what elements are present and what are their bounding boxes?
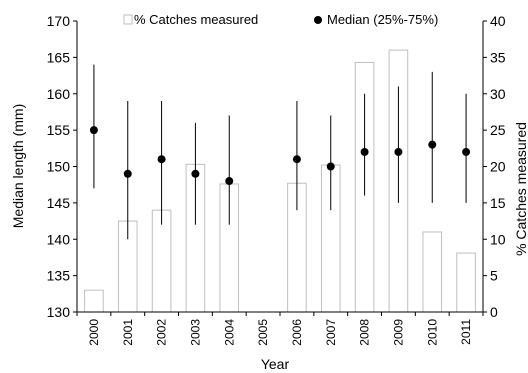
median-point xyxy=(394,147,403,156)
x-tick-label: 2001 xyxy=(121,319,135,346)
bar xyxy=(456,252,476,313)
median-point xyxy=(292,155,301,164)
y-left-tick-label: 170 xyxy=(47,13,71,29)
y-right-tick-label: 35 xyxy=(490,49,506,65)
y-right-tick-label: 0 xyxy=(490,304,498,320)
y-right-tick-label: 10 xyxy=(490,231,506,247)
bar xyxy=(422,231,443,313)
legend-label-bar: % Catches measured xyxy=(134,12,258,27)
bar xyxy=(84,289,104,313)
legend-marker-median xyxy=(314,16,322,24)
x-tick-label: 2003 xyxy=(188,319,202,346)
x-tick-label: 2008 xyxy=(358,319,372,346)
median-point xyxy=(157,155,166,164)
median-point xyxy=(428,140,437,149)
y-right-tick-label: 30 xyxy=(490,86,506,102)
x-tick-label: 2000 xyxy=(87,319,101,346)
x-tick-label: 2011 xyxy=(459,319,473,345)
legend-swatch-bar xyxy=(123,14,133,25)
y-left-tick-label: 150 xyxy=(47,159,71,175)
median-point xyxy=(462,147,471,156)
legend: % Catches measured Median (25%-75%) xyxy=(123,12,438,27)
y-axis-left-label: Median length (mm) xyxy=(10,104,26,229)
y-left-tick-label: 145 xyxy=(47,195,71,211)
x-axis-label: Year xyxy=(261,356,290,372)
bar xyxy=(151,209,172,313)
axes: 130 135 140 145 150 155 160 165 170 0 5 10 15 20 25 30 3… xyxy=(47,13,506,346)
y-right-tick-label: 15 xyxy=(490,195,506,211)
y-right-tick-label: 40 xyxy=(490,13,506,29)
x-tick-label: 2006 xyxy=(290,319,304,346)
median-point xyxy=(360,147,369,156)
y-axis-right-label: % Catches measured xyxy=(513,122,528,256)
median-point xyxy=(326,162,335,171)
x-tick-label: 2010 xyxy=(425,319,439,346)
y-left-tick-label: 140 xyxy=(47,231,71,247)
y-left-tick-label: 135 xyxy=(47,268,71,284)
y-left-tick-label: 130 xyxy=(47,304,71,320)
x-tick-label: 2007 xyxy=(324,319,338,346)
bar-series xyxy=(84,49,476,313)
median-point xyxy=(89,126,98,135)
legend-label-median: Median (25%-75%) xyxy=(327,12,438,27)
x-tick-label: 2002 xyxy=(155,319,169,346)
median-point xyxy=(123,169,132,178)
median-series xyxy=(89,64,471,240)
median-point xyxy=(225,177,234,186)
y-right-tick-label: 20 xyxy=(490,159,506,175)
x-tick-label: 2009 xyxy=(391,319,405,346)
y-right-tick-label: 25 xyxy=(490,122,506,138)
y-left-tick-label: 165 xyxy=(47,49,71,65)
y-left-tick-label: 160 xyxy=(47,86,71,102)
y-right-tick-label: 5 xyxy=(490,268,498,284)
x-tick-label: 2005 xyxy=(256,319,270,346)
x-tick-label: 2004 xyxy=(222,319,236,346)
median-point xyxy=(191,169,200,178)
y-left-tick-label: 155 xyxy=(47,122,71,138)
